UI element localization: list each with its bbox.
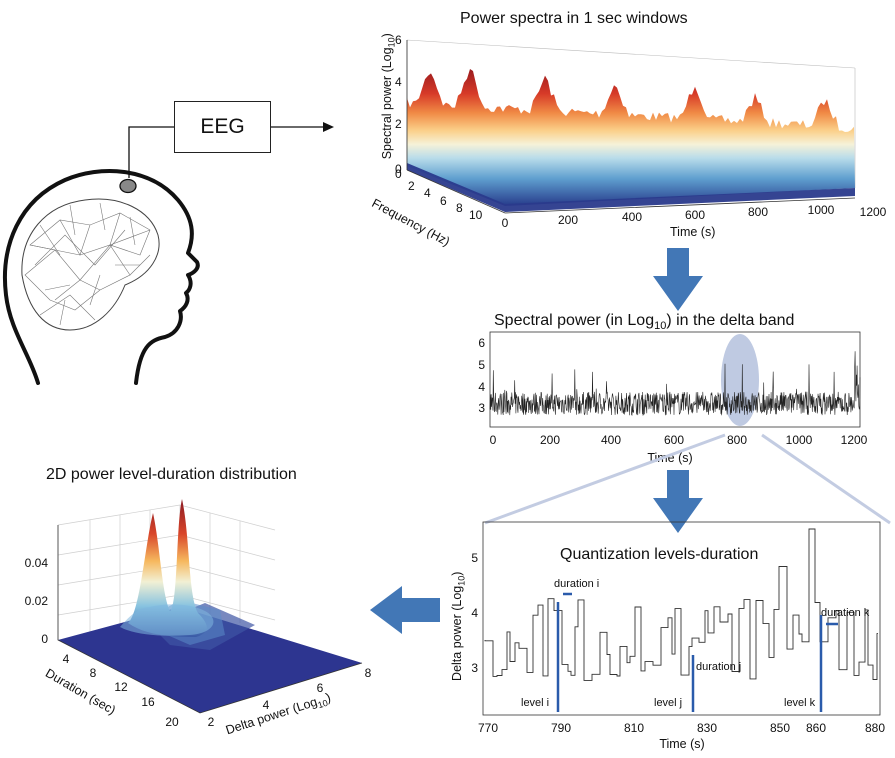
quant-xtick: 830 — [697, 721, 717, 735]
dist-title: 2D power level-duration distribution — [46, 466, 297, 483]
down-arrow — [653, 248, 703, 311]
spectra-ytick: 0 — [395, 162, 402, 176]
quant-ytick: 5 — [471, 551, 478, 565]
dist-ztick: 0 — [41, 632, 48, 646]
dist-pow-tick: 8 — [365, 666, 372, 680]
duration-i-label: duration i — [554, 578, 599, 590]
quant-xlabel: Time (s) — [659, 737, 704, 751]
distribution-3d-surface: 0 0.02 0.04 4 8 12 16 20 2 4 6 8 — [25, 499, 372, 729]
dist-pow-tick: 4 — [263, 698, 270, 712]
dist-ztick: 0.02 — [25, 594, 49, 608]
level-k-label: level k — [784, 697, 816, 709]
freq-tick: 8 — [456, 201, 463, 215]
duration-k-label: duration k — [821, 607, 870, 619]
delta-title: Spectral power (in Log10) in the delta b… — [494, 312, 795, 333]
spectra-ytick: 6 — [395, 33, 402, 47]
delta-xtick: 1000 — [786, 433, 813, 447]
delta-ytick: 5 — [478, 358, 485, 372]
spectra-ytick: 2 — [395, 117, 402, 131]
dist-dur-tick: 8 — [90, 666, 97, 680]
delta-xtick: 600 — [664, 433, 684, 447]
dist-dur-tick: 20 — [165, 715, 179, 729]
time-tick: 1200 — [860, 205, 887, 219]
time-tick: 0 — [502, 216, 509, 230]
dist-dur-tick: 12 — [114, 680, 128, 694]
delta-xtick: 1200 — [841, 433, 868, 447]
time-tick: 400 — [622, 210, 642, 224]
freq-tick: 4 — [424, 186, 431, 200]
dist-dur-tick: 4 — [63, 652, 70, 666]
delta-xlabel: Time (s) — [647, 451, 692, 465]
delta-xtick: 200 — [540, 433, 560, 447]
eeg-connector-line — [128, 122, 334, 178]
dist-pow-tick: 2 — [208, 715, 215, 729]
freq-tick: 6 — [440, 194, 447, 208]
dist-dur-tick: 16 — [141, 695, 155, 709]
spectra-ylabel: Spectral power (Log10) — [379, 33, 397, 160]
time-tick: 600 — [685, 208, 705, 222]
quant-ytick: 4 — [471, 606, 478, 620]
electrode-icon — [119, 178, 137, 194]
delta-xtick: 800 — [727, 433, 747, 447]
delta-xtick: 400 — [601, 433, 621, 447]
quant-ylabel: Delta power (Log10) — [449, 571, 467, 681]
freq-tick: 0 — [395, 167, 402, 181]
freq-tick: 10 — [469, 208, 483, 222]
quant-xtick: 860 — [806, 721, 826, 735]
spectra-3d-surface: 6 4 2 0 0 2 4 6 8 10 0 200 400 600 800 1… — [395, 33, 887, 230]
dist-pow-tick: 6 — [317, 681, 324, 695]
quant-xtick: 850 — [770, 721, 790, 735]
delta-trace-plot: 3 4 5 6 0 200 400 600 800 1000 1200 Time… — [478, 331, 868, 465]
delta-xtick: 0 — [490, 433, 497, 447]
freq-tick: 2 — [408, 179, 415, 193]
quant-title: Quantization levels-duration — [560, 546, 759, 563]
left-arrow — [370, 586, 440, 634]
quant-ytick: 3 — [471, 661, 478, 675]
zoom-guides — [484, 433, 891, 525]
time-tick: 1000 — [808, 203, 835, 217]
spectra-time-label: Time (s) — [670, 225, 716, 239]
delta-ytick: 3 — [478, 401, 485, 415]
duration-j-label: duration j — [696, 661, 741, 673]
down-arrow — [653, 470, 703, 533]
level-i-label: level i — [521, 697, 549, 709]
dist-ztick: 0.04 — [25, 556, 49, 570]
head-illustration — [3, 169, 200, 385]
spectra-title: Power spectra in 1 sec windows — [460, 10, 688, 27]
quant-xtick: 770 — [478, 721, 498, 735]
eeg-box: EEG — [174, 101, 271, 153]
quant-xtick: 790 — [551, 721, 571, 735]
delta-ytick: 6 — [478, 336, 485, 350]
brain-mesh — [21, 198, 160, 331]
delta-ytick: 4 — [478, 380, 485, 394]
quantization-plot: duration i level i level j duration j le… — [471, 521, 885, 751]
level-j-label: level j — [654, 697, 682, 709]
spectra-ytick: 4 — [395, 75, 402, 89]
quant-xtick: 810 — [624, 721, 644, 735]
quant-xtick: 880 — [865, 721, 885, 735]
time-tick: 800 — [748, 205, 768, 219]
time-tick: 200 — [558, 213, 578, 227]
